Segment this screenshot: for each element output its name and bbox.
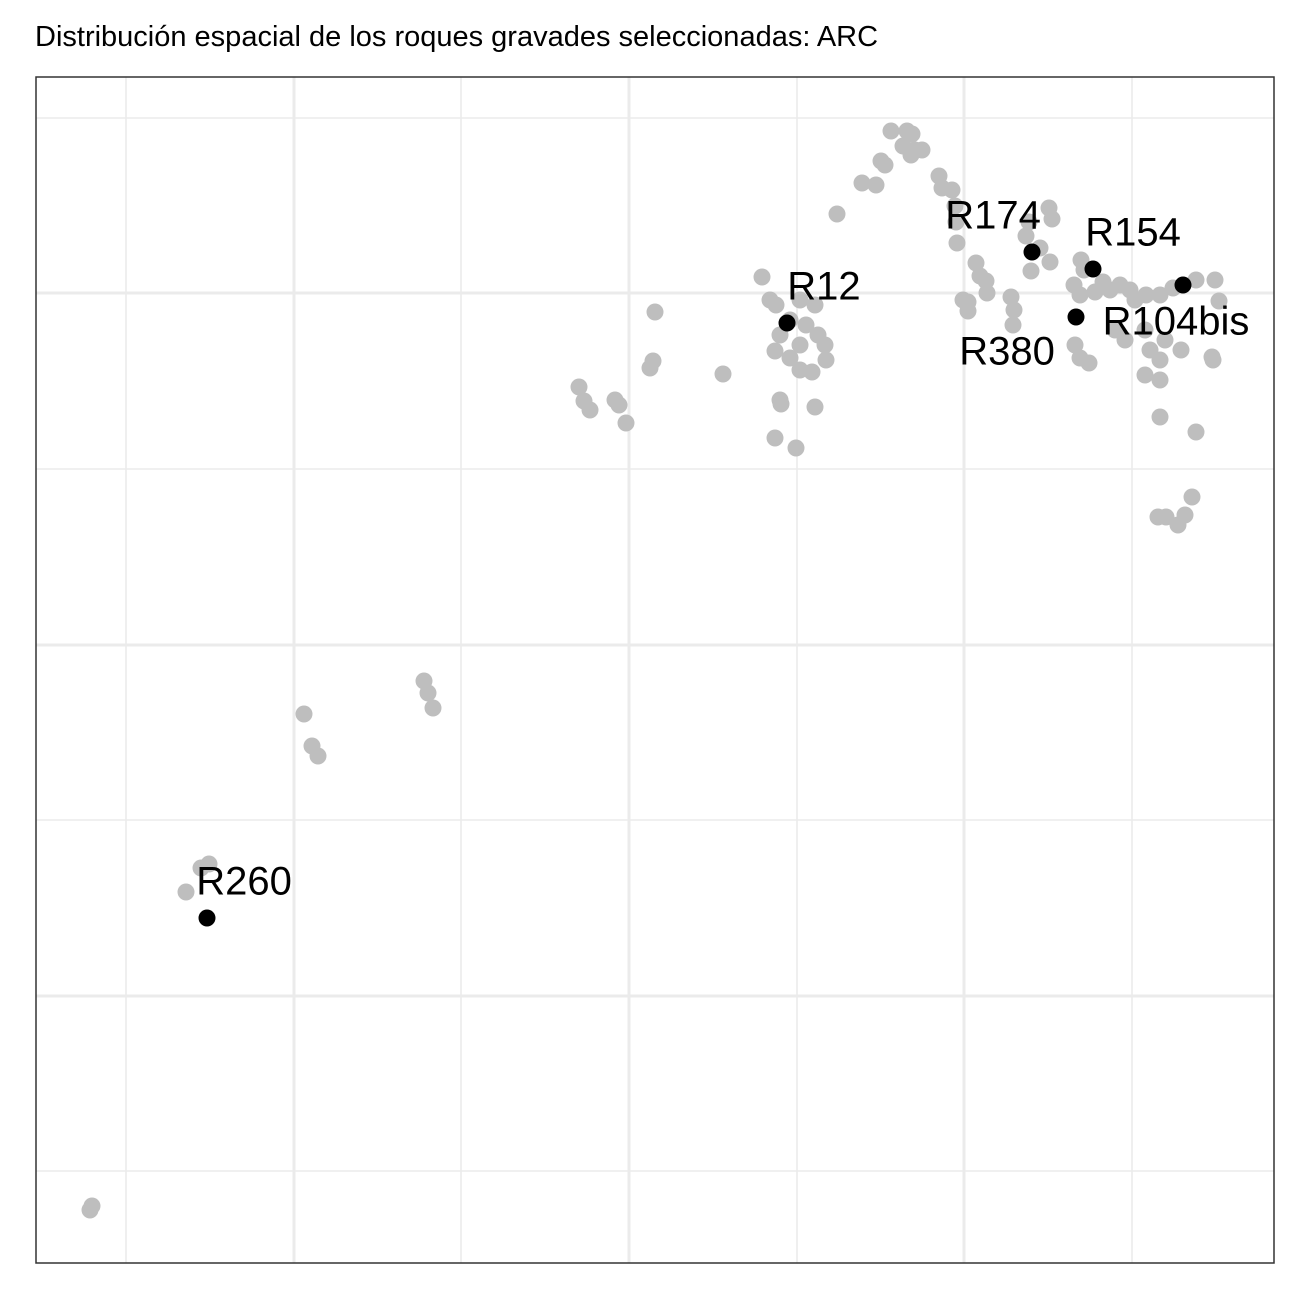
point bbox=[177, 883, 195, 901]
point bbox=[948, 234, 966, 252]
point bbox=[882, 122, 900, 140]
point bbox=[1005, 301, 1023, 319]
point bbox=[1172, 341, 1190, 359]
point bbox=[767, 296, 785, 314]
point bbox=[81, 1201, 99, 1219]
point bbox=[1206, 271, 1224, 289]
highlight-point bbox=[1023, 243, 1041, 261]
point bbox=[1022, 262, 1040, 280]
highlight-point bbox=[1084, 260, 1102, 278]
point bbox=[1004, 316, 1022, 334]
grid bbox=[36, 77, 1274, 1263]
point bbox=[817, 351, 835, 369]
point bbox=[1187, 423, 1205, 441]
point bbox=[617, 414, 635, 432]
point-label: R174 bbox=[945, 194, 1041, 238]
highlight-point bbox=[1067, 308, 1085, 326]
point bbox=[1020, 213, 1038, 231]
point bbox=[959, 293, 977, 311]
point bbox=[978, 284, 996, 302]
point bbox=[1151, 286, 1169, 304]
point bbox=[419, 684, 437, 702]
point-label: R380 bbox=[959, 330, 1055, 374]
point bbox=[967, 254, 985, 272]
point bbox=[295, 705, 313, 723]
point bbox=[192, 859, 210, 877]
point bbox=[806, 398, 824, 416]
chart-title: Distribución espacial de los roques grav… bbox=[35, 21, 878, 53]
point bbox=[581, 401, 599, 419]
point bbox=[610, 396, 628, 414]
point bbox=[787, 439, 805, 457]
point bbox=[853, 174, 871, 192]
point bbox=[1151, 408, 1169, 426]
point-label: R104bis bbox=[1103, 300, 1250, 344]
point-label: R260 bbox=[196, 860, 292, 904]
point bbox=[1136, 321, 1154, 339]
point bbox=[309, 747, 327, 765]
point bbox=[903, 125, 921, 143]
point bbox=[1151, 351, 1169, 369]
plot-border bbox=[35, 76, 1275, 1264]
point bbox=[1080, 354, 1098, 372]
point bbox=[803, 363, 821, 381]
point bbox=[766, 342, 784, 360]
point bbox=[791, 291, 809, 309]
point bbox=[1136, 366, 1154, 384]
point bbox=[791, 336, 809, 354]
point bbox=[424, 699, 442, 717]
point-label: R154 bbox=[1085, 211, 1181, 255]
point bbox=[806, 296, 824, 314]
highlight-point bbox=[1174, 276, 1192, 294]
point bbox=[797, 316, 815, 334]
point bbox=[1066, 336, 1084, 354]
point bbox=[1204, 351, 1222, 369]
point bbox=[1176, 506, 1194, 524]
point bbox=[766, 429, 784, 447]
point bbox=[1210, 292, 1228, 310]
point bbox=[570, 378, 588, 396]
point bbox=[1017, 227, 1035, 245]
point bbox=[1071, 286, 1089, 304]
point bbox=[753, 268, 771, 286]
point bbox=[1137, 286, 1155, 304]
point bbox=[1183, 488, 1201, 506]
point bbox=[946, 197, 964, 215]
point bbox=[1151, 371, 1169, 389]
point bbox=[781, 349, 799, 367]
point bbox=[772, 395, 790, 413]
point bbox=[1187, 271, 1205, 289]
point bbox=[1156, 331, 1174, 349]
point bbox=[1002, 288, 1020, 306]
point bbox=[1157, 508, 1175, 526]
point bbox=[828, 205, 846, 223]
point bbox=[1041, 253, 1059, 271]
point bbox=[902, 146, 920, 164]
point bbox=[867, 176, 885, 194]
point bbox=[714, 365, 732, 383]
point bbox=[1116, 331, 1134, 349]
point-label: R12 bbox=[787, 265, 860, 309]
points: R174 R154 R104bis R12 R380 R260 bbox=[81, 122, 1250, 1219]
point bbox=[876, 156, 894, 174]
point bbox=[947, 213, 965, 231]
point bbox=[1043, 210, 1061, 228]
point bbox=[646, 303, 664, 321]
point bbox=[943, 181, 961, 199]
highlight-point bbox=[198, 909, 216, 927]
point bbox=[641, 359, 659, 377]
point bbox=[816, 336, 834, 354]
highlight-point bbox=[778, 314, 796, 332]
